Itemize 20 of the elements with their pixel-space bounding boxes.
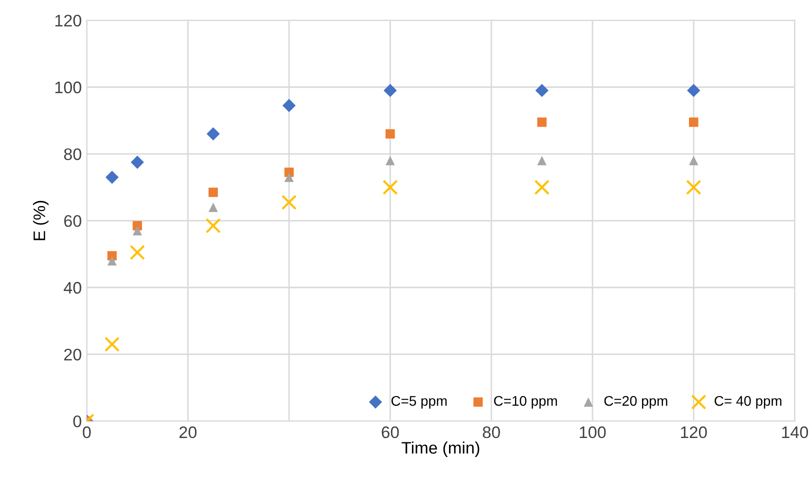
y-tick-label: 60 <box>64 215 82 227</box>
y-tick-label: 120 <box>55 14 82 27</box>
legend-label: C=10 ppm <box>494 396 557 409</box>
x-tick-label: 120 <box>681 426 707 438</box>
x-tick-label: 20 <box>179 426 197 438</box>
y-tick-label: 100 <box>55 82 82 94</box>
legend-label: C= 40 ppm <box>714 396 782 409</box>
x-tick-label: 80 <box>482 426 500 438</box>
y-tick-label: 20 <box>64 348 82 360</box>
x-tick-label: 140 <box>782 426 808 438</box>
y-tick-label: 40 <box>64 282 82 294</box>
y-axis-title: E (%) <box>33 200 49 240</box>
legend-label: C=20 ppm <box>604 396 668 409</box>
y-tick-label: 80 <box>64 148 82 160</box>
legend-label: C=5 ppm <box>391 396 447 409</box>
x-tick-label: 0 <box>82 426 91 438</box>
x-tick-label: 100 <box>580 426 606 438</box>
y-tick-label: 0 <box>73 415 82 428</box>
x-tick-label: 60 <box>382 426 399 438</box>
x-axis-title: Time (min) <box>402 441 480 458</box>
